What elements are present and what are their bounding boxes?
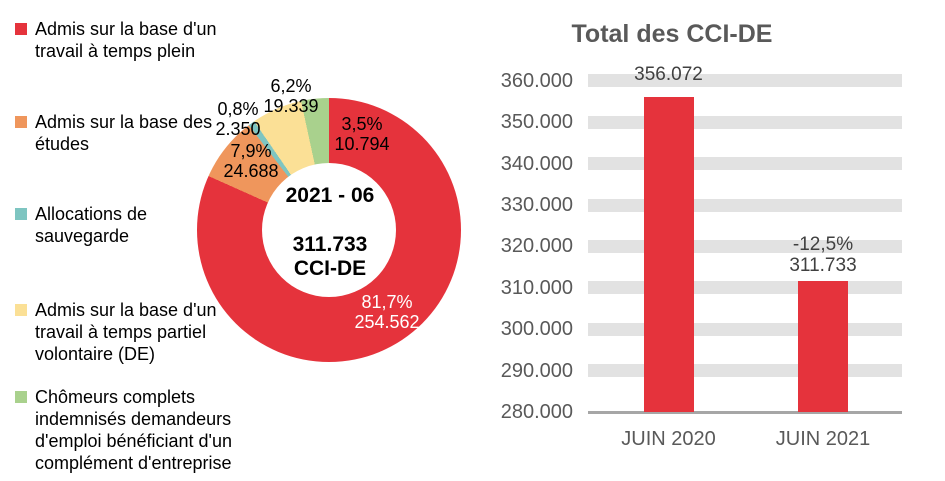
- legend-label: Admis sur la base d'un travail à temps p…: [35, 300, 217, 364]
- x-axis-line: [588, 410, 902, 414]
- legend-swatch-yellow: [15, 304, 27, 316]
- donut-total-value: 311.733: [292, 233, 368, 256]
- slice-pct: 0,8%: [217, 99, 259, 119]
- bar-value-line: 356.072: [634, 64, 703, 86]
- donut-center-total: 311.733 CCI-DE: [230, 233, 430, 281]
- y-axis-tick-label: 320.000: [500, 235, 573, 258]
- legend-swatch-green: [15, 391, 27, 403]
- legend-item-allocations-sauvegarde: Allocations de sauvegarde: [15, 203, 147, 247]
- legend-label: Admis sur la base d'un travail à temps p…: [35, 19, 217, 61]
- slice-label-temps-plein: 81,7% 254.562: [322, 292, 452, 332]
- legend-swatch-red: [15, 23, 27, 35]
- y-axis-tick-label: 280.000: [500, 401, 573, 423]
- slice-pct: 6,2%: [270, 76, 312, 96]
- bar-chart-title: Total des CCI-DE: [571, 20, 773, 48]
- bar-value-line: 311.733: [789, 254, 857, 276]
- bar-juin-2020: [643, 97, 694, 412]
- x-axis-category-label: JUIN 2021: [775, 428, 871, 450]
- y-axis-tick-label: 330.000: [500, 194, 573, 216]
- legend-item-temps-plein: Admis sur la base d'un travail à temps p…: [15, 18, 217, 62]
- slice-value: 19.339: [263, 96, 319, 116]
- legend-label: Allocations de sauvegarde: [35, 204, 148, 246]
- slice-value: 24.688: [223, 161, 279, 181]
- gridline: [588, 364, 902, 378]
- gridline: [588, 74, 902, 88]
- bar-value-label: -12,5% 311.733: [743, 234, 903, 276]
- y-axis-tick-label: 350.000: [500, 111, 573, 134]
- y-axis-tick-label: 300.000: [500, 318, 573, 341]
- y-axis-tick-label: 340.000: [500, 152, 573, 175]
- legend-item-chomeurs-complets: Chômeurs complets indemnisés demandeurs …: [15, 386, 232, 474]
- slice-label-allocations-sauvegarde: 0,8% 2.350: [173, 99, 303, 139]
- legend-swatch-orange: [15, 116, 27, 128]
- gridline: [588, 198, 902, 212]
- bar-chart: Total des CCI-DE 360.000 350.000 340.000 33…: [480, 0, 945, 481]
- bar-juin-2021: [798, 280, 848, 412]
- bar-value-label: 356.072: [589, 64, 749, 85]
- legend-item-temps-partiel: Admis sur la base d'un travail à temps p…: [15, 299, 217, 365]
- legend-swatch-teal: [15, 208, 27, 220]
- slice-label-temps-partiel: 6,2% 19.339: [226, 76, 356, 116]
- slice-pct: 7,9%: [230, 141, 272, 161]
- legend-item-etudes: Admis sur la base des études: [15, 111, 212, 155]
- slice-value: 2.350: [215, 119, 261, 139]
- gridline: [588, 157, 902, 171]
- slice-value: 10.794: [334, 134, 390, 154]
- legend-label: Chômeurs complets indemnisés demandeurs …: [35, 387, 233, 473]
- donut-center-period: 2021 - 06: [285, 184, 375, 207]
- slice-pct: 3,5%: [341, 114, 383, 134]
- slice-label-chomeurs-complets: 3,5% 10.794: [297, 114, 427, 154]
- gridline: [588, 115, 902, 129]
- y-axis-tick-label: 290.000: [500, 359, 573, 382]
- y-axis-tick-label: 310.000: [500, 276, 573, 299]
- y-axis-tick-label: 360.000: [500, 69, 573, 92]
- gridline: [588, 322, 902, 336]
- donut-hole: [262, 163, 396, 297]
- gridline: [588, 281, 902, 295]
- x-axis-category-label: JUIN 2020: [621, 428, 716, 450]
- slice-value: 254.562: [354, 312, 420, 332]
- legend-label: Admis sur la base des études: [35, 112, 213, 154]
- bar-value-line: -12,5%: [792, 233, 854, 255]
- slice-pct: 81,7%: [361, 292, 413, 312]
- donut-total-unit: CCI-DE: [293, 257, 367, 280]
- slice-label-etudes: 7,9% 24.688: [186, 141, 316, 181]
